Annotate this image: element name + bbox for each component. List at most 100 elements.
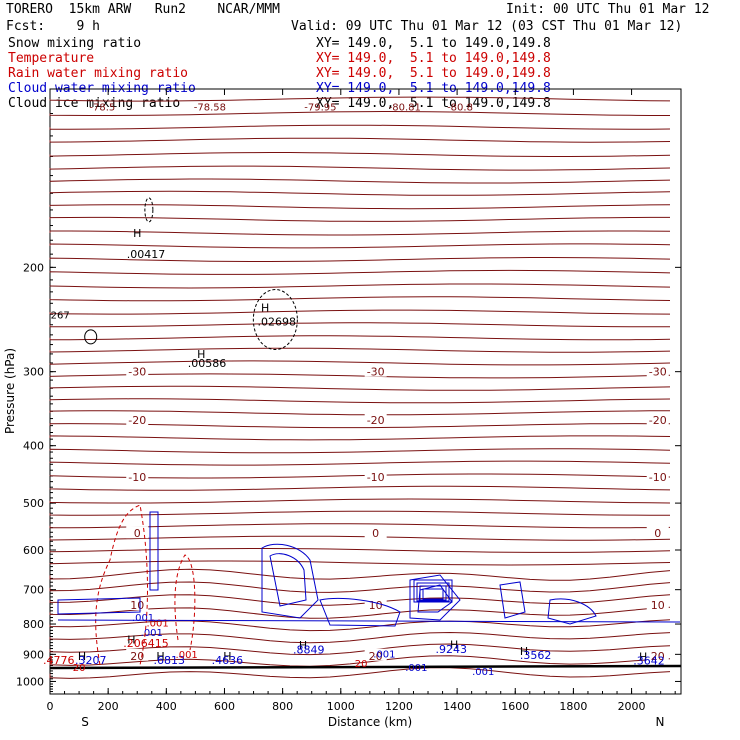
snow-contour: [144, 197, 154, 223]
endpoint-left: S: [81, 715, 89, 729]
temperature-contour: [49, 347, 671, 353]
label-bg: [126, 598, 149, 611]
temperature-label: -10: [128, 471, 146, 484]
forecast-hour: Fcst: 9 h: [6, 19, 100, 34]
temperature-label: -10: [649, 471, 667, 484]
temperature-contour: [49, 152, 671, 157]
endpoint-right: N: [656, 715, 665, 729]
contour-value-label: .001: [373, 649, 395, 660]
temperature-contour: [49, 581, 671, 593]
surface-line: [49, 664, 682, 670]
label-bg: [364, 648, 387, 661]
label-bg: [364, 598, 387, 611]
y-tick-label: 500: [23, 497, 44, 510]
high-marker: H: [156, 650, 164, 663]
x-axis-title: Distance (km): [328, 715, 412, 729]
temperature-label: -10: [367, 471, 385, 484]
legend-item-xy: XY= 149.0, 5.1 to 149.0,149.8: [316, 51, 551, 66]
high-marker: H: [520, 645, 528, 658]
cloud-water-contour: [422, 588, 444, 600]
valid-time: Valid: 09 UTC Thu 01 Mar 12 (03 CST Thu …: [291, 19, 683, 34]
high-marker: H: [223, 650, 231, 663]
cloud-water-contour: [547, 598, 597, 625]
temperature-label: -20: [367, 414, 385, 427]
top-contour-label: -78.58: [194, 102, 226, 113]
cloud-water-contour: [57, 597, 141, 615]
temperature-contour: [49, 410, 670, 416]
temperature-contour: [49, 548, 671, 553]
temperature-label: 20: [369, 650, 383, 663]
contour-value-label: .001: [176, 650, 198, 661]
temperature-contour: [49, 178, 671, 184]
label-bg: [126, 470, 149, 483]
label-bg: [646, 413, 669, 426]
temperature-label: -30: [649, 366, 667, 379]
contour-value-label: .001: [405, 663, 427, 674]
temperature-contour: [49, 594, 671, 606]
high-marker: H: [127, 634, 135, 647]
legend-item-xy: XY= 149.0, 5.1 to 149.0,149.8: [316, 36, 551, 51]
cloud-water-contour: [419, 585, 447, 601]
temperature-contour: [49, 124, 671, 130]
high-marker: H: [261, 302, 269, 315]
high-marker: H: [639, 650, 647, 663]
temperature-label: 10: [651, 599, 665, 612]
label-bg: [126, 364, 149, 377]
y-tick-label: 600: [23, 544, 44, 557]
temperature-contour: [49, 398, 671, 404]
maximum-value-label: .6813: [153, 654, 185, 667]
top-contour-label: -80.8: [447, 102, 473, 113]
temperature-contour: [49, 204, 671, 210]
maximum-value-label: .8849: [293, 643, 325, 656]
temperature-contour: [49, 460, 671, 466]
high-marker: H: [133, 227, 141, 240]
label-bg: [646, 364, 669, 377]
legend-item-label: Cloud ice mixing ratio: [8, 96, 181, 111]
contour-value-label: 20: [73, 663, 86, 674]
maximum-value-label: .3642: [633, 655, 665, 668]
maximum-value-label: .00417: [127, 248, 166, 261]
temperature-label: 0: [654, 527, 661, 540]
high-marker: H: [299, 639, 307, 652]
temperature-contour: [49, 655, 671, 667]
x-tick-label: 600: [214, 700, 235, 713]
temperature-contour: [49, 510, 670, 516]
temperature-label: -30: [128, 366, 146, 379]
label-bg: [126, 413, 149, 426]
legend-item-xy: XY= 149.0, 5.1 to 149.0,149.8: [316, 66, 551, 81]
plot-frame: [49, 88, 682, 695]
x-tick-label: 800: [272, 700, 293, 713]
label-bg: [364, 364, 387, 377]
temperature-contour: [49, 137, 671, 143]
x-tick-label: 1400: [443, 700, 471, 713]
temperature-contour: [49, 568, 671, 581]
temperature-label: 20: [130, 650, 144, 663]
temperature-contour: [49, 322, 671, 328]
y-tick-label: 700: [23, 584, 44, 597]
maximum-value-label: .4776: [43, 654, 75, 667]
high-marker: H: [450, 639, 458, 652]
x-tick-label: 1000: [327, 700, 355, 713]
temperature-label: -30: [367, 366, 385, 379]
temperature-contour: [49, 110, 670, 116]
temperature-contour: [49, 560, 671, 566]
label-bg: [364, 413, 387, 426]
temperature-contour: [49, 435, 671, 441]
temperature-contour: [49, 498, 671, 504]
ice-contour: [252, 289, 298, 351]
label-bg: [126, 526, 149, 539]
temperature-contour: [49, 360, 671, 366]
cloud-water-contour: [269, 553, 307, 607]
high-marker: H: [197, 348, 205, 361]
x-tick-label: 1800: [559, 700, 587, 713]
x-tick-label: 1200: [385, 700, 413, 713]
temperature-label: 0: [372, 527, 379, 540]
y-tick-label: 300: [23, 366, 44, 379]
maximum-value-label: .3562: [520, 649, 552, 662]
y-tick-label: 1000: [16, 675, 44, 688]
rain-contour: [95, 504, 148, 666]
temperature-contour: [49, 667, 671, 679]
temperature-contour: [49, 257, 671, 262]
y-tick-label: 800: [23, 618, 44, 631]
contour-value-label: .001: [132, 613, 154, 624]
